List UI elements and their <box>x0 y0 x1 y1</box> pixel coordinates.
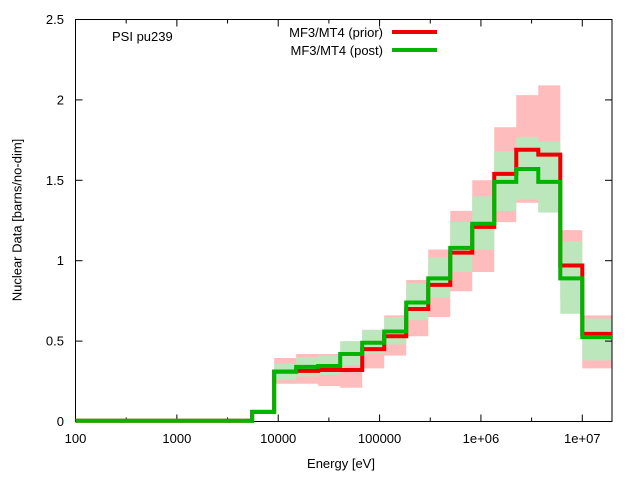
plot-annotation: PSI pu239 <box>112 29 173 44</box>
y-tick-label: 2 <box>57 92 64 107</box>
x-tick-label: 1000 <box>162 431 191 446</box>
legend: MF3/MT4 (prior) MF3/MT4 (post) <box>289 23 437 59</box>
legend-item-post: MF3/MT4 (post) <box>291 41 437 59</box>
legend-item-prior: MF3/MT4 (prior) <box>289 23 437 41</box>
y-tick-label: 0.5 <box>46 334 64 349</box>
x-tick-label: 100000 <box>358 431 401 446</box>
legend-label-prior: MF3/MT4 (prior) <box>289 24 383 40</box>
x-tick-label: 10000 <box>260 431 296 446</box>
y-axis-title: Nuclear Data [barns/no-dim] <box>9 138 25 302</box>
plot-border <box>75 19 613 422</box>
x-tick-label: 1e+06 <box>463 431 500 446</box>
y-tick-label: 1.5 <box>46 173 64 188</box>
x-axis-title: Energy [eV] <box>307 456 375 471</box>
y-tick-label: 0 <box>57 414 64 429</box>
y-tick-label: 2.5 <box>46 12 64 27</box>
legend-line-sample-post <box>392 48 437 52</box>
y-tick-label: 1 <box>57 253 64 268</box>
legend-label-post: MF3/MT4 (post) <box>290 42 383 58</box>
legend-line-sample-prior <box>392 30 437 34</box>
x-tick-label: 1e+07 <box>564 431 601 446</box>
post-uncertainty-band <box>274 136 612 380</box>
post-step-line <box>75 167 612 423</box>
x-tick-label: 100 <box>65 431 87 446</box>
